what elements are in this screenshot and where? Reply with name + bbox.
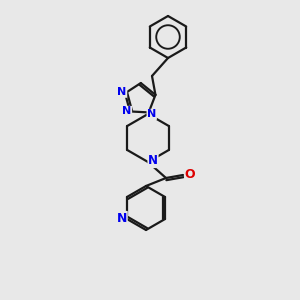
Text: O: O [185,169,195,182]
Text: N: N [148,154,158,167]
Text: N: N [147,110,156,119]
Text: N: N [117,87,127,97]
Text: N: N [122,106,132,116]
Text: N: N [117,212,127,224]
